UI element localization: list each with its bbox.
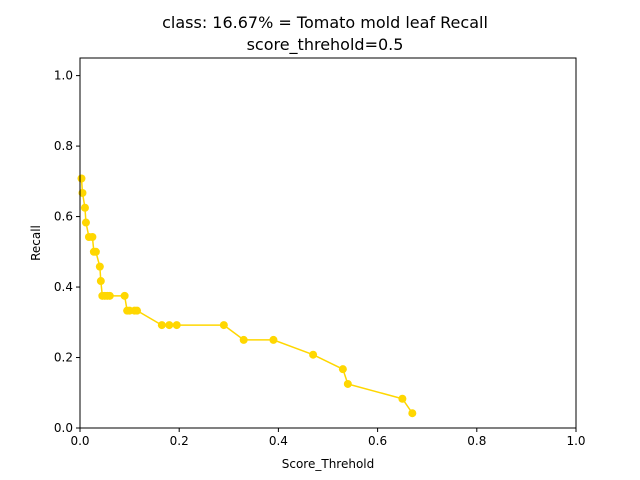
chart-title-line1: class: 16.67% = Tomato mold leaf Recall — [162, 13, 488, 32]
y-axis-label: Recall — [29, 225, 43, 261]
y-tick-label: 0.0 — [54, 421, 73, 435]
y-tick-label: 0.8 — [54, 139, 73, 153]
data-point — [81, 218, 90, 227]
chart-title-line2: score_threhold=0.5 — [247, 35, 404, 55]
data-point — [88, 233, 97, 242]
data-point — [80, 203, 89, 212]
x-axis-label: Score_Threhold — [282, 457, 375, 471]
data-point — [269, 335, 278, 344]
x-tick-label: 1.0 — [566, 434, 585, 448]
data-point — [239, 335, 248, 344]
data-point — [91, 247, 100, 256]
x-tick-label: 0.4 — [269, 434, 288, 448]
x-tick-label: 0.2 — [170, 434, 189, 448]
data-point — [309, 350, 318, 359]
data-point — [408, 409, 417, 418]
data-point — [338, 365, 347, 374]
data-point — [398, 394, 407, 403]
data-point — [219, 321, 228, 330]
x-tick-label: 0.0 — [70, 434, 89, 448]
axes-frame — [79, 57, 577, 429]
data-point — [95, 262, 104, 271]
data-point — [77, 174, 86, 183]
x-tick-label: 0.8 — [467, 434, 486, 448]
y-tick-label: 0.2 — [54, 351, 73, 365]
data-point — [343, 379, 352, 388]
y-tick-label: 1.0 — [54, 69, 73, 83]
data-point — [120, 291, 129, 300]
plot-area: 0.0 0.2 0.4 0.6 0.8 1.0 0.0 0.2 0.4 0.6 0.8 1.0 — [54, 69, 586, 448]
data-point — [133, 306, 142, 315]
data-point — [96, 277, 105, 286]
data-point — [172, 321, 181, 330]
data-point — [165, 321, 174, 330]
y-tick-label: 0.6 — [54, 210, 73, 224]
data-point — [105, 291, 114, 300]
data-point — [157, 321, 166, 330]
y-tick-label: 0.4 — [54, 280, 73, 294]
x-tick-label: 0.6 — [368, 434, 387, 448]
